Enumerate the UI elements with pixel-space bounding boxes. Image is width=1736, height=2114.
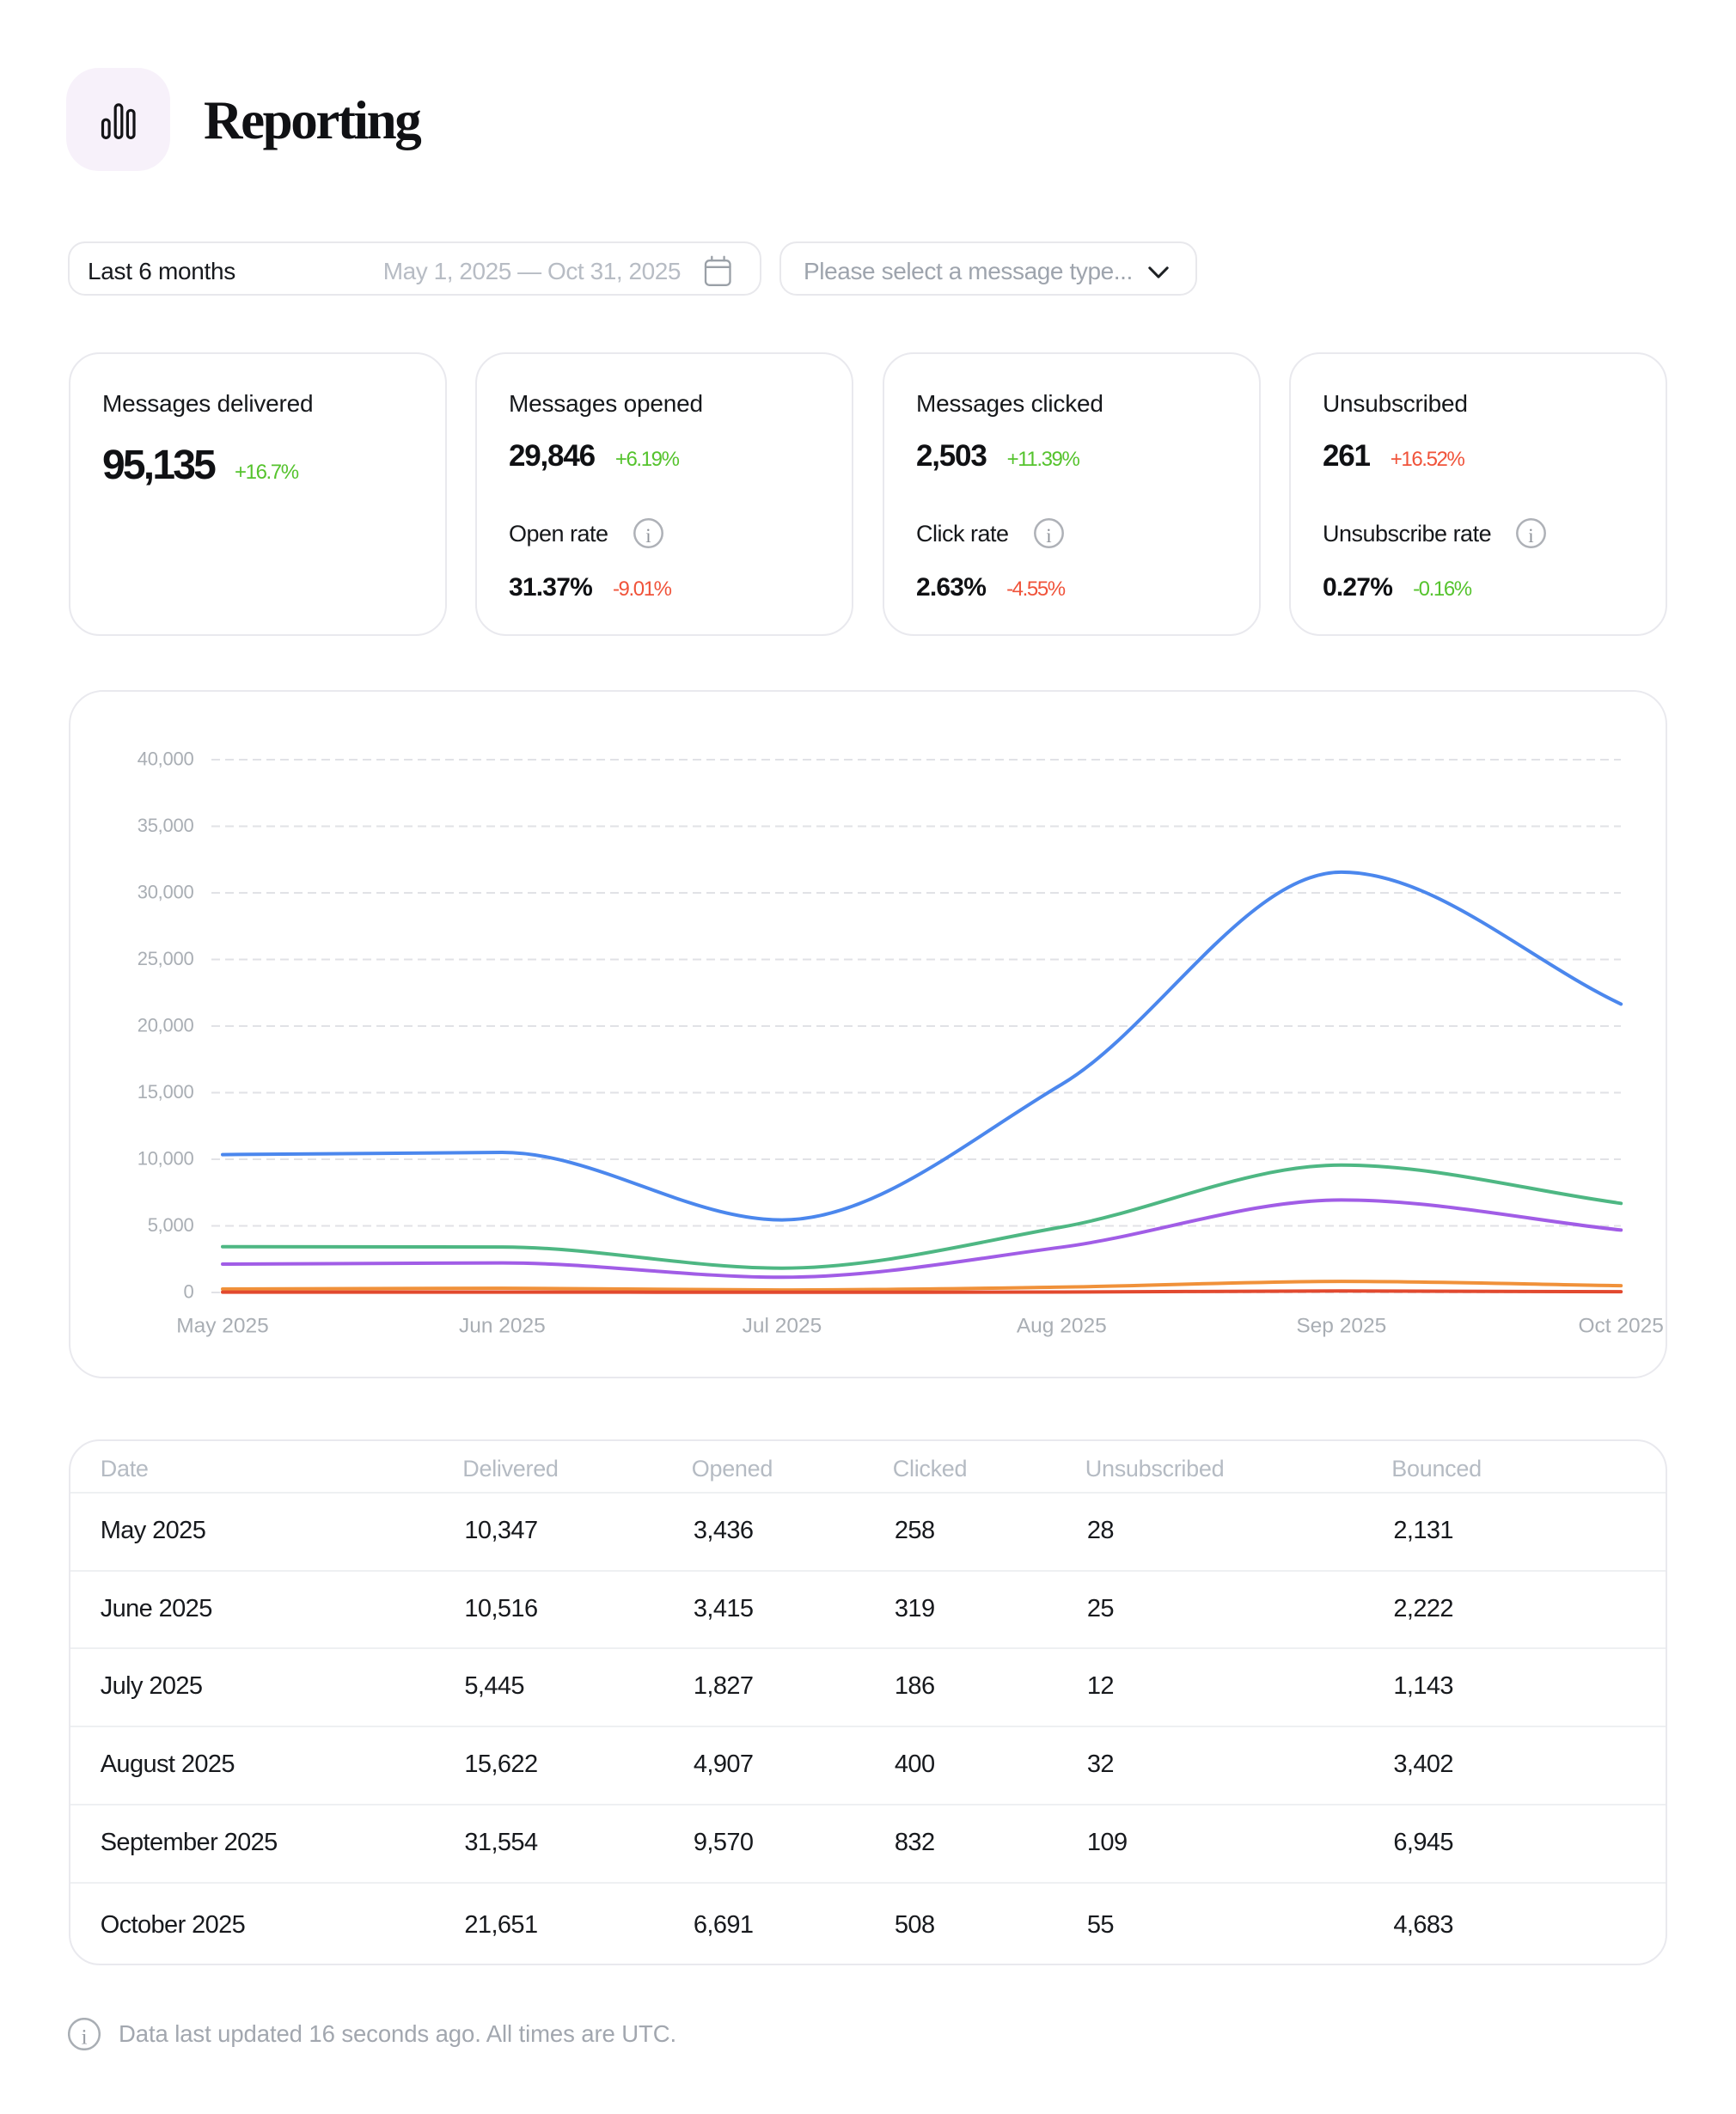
svg-text:15,000: 15,000 [138,1081,194,1103]
svg-text:10,000: 10,000 [138,1148,194,1170]
svg-text:0: 0 [184,1281,194,1303]
svg-text:i: i [1046,525,1051,547]
svg-text:May 2025: May 2025 [176,1315,269,1338]
svg-text:Jul 2025: Jul 2025 [743,1315,822,1338]
svg-text:Sep 2025: Sep 2025 [1296,1315,1386,1338]
svg-text:i: i [1528,525,1533,547]
svg-text:Jun 2025: Jun 2025 [459,1315,546,1338]
svg-text:i: i [82,2025,88,2049]
svg-text:5,000: 5,000 [148,1214,194,1236]
svg-text:20,000: 20,000 [138,1015,194,1036]
svg-text:i: i [645,525,651,547]
svg-text:25,000: 25,000 [138,948,194,969]
svg-text:Aug 2025: Aug 2025 [1017,1315,1107,1338]
svg-text:30,000: 30,000 [138,882,194,903]
svg-text:Oct 2025: Oct 2025 [1578,1315,1663,1338]
svg-text:35,000: 35,000 [138,815,194,836]
svg-text:40,000: 40,000 [138,748,194,770]
